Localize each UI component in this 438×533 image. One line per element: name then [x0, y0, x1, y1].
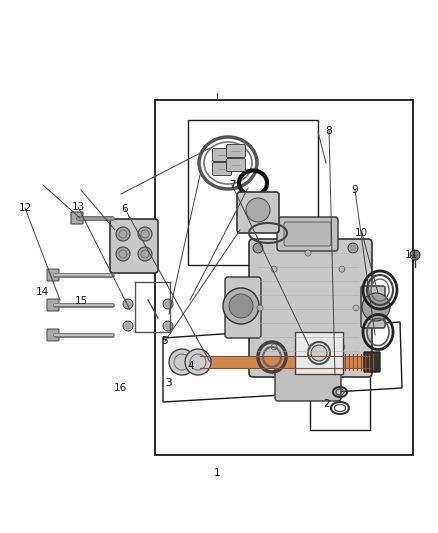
Text: 14: 14 — [36, 287, 49, 297]
Circle shape — [271, 266, 277, 272]
Text: 13: 13 — [71, 202, 85, 212]
FancyBboxPatch shape — [47, 329, 59, 341]
Text: 7: 7 — [229, 181, 236, 190]
Text: 4: 4 — [187, 361, 194, 371]
FancyBboxPatch shape — [110, 219, 158, 273]
Bar — [197, 355, 203, 369]
FancyBboxPatch shape — [47, 269, 59, 281]
Text: 16: 16 — [114, 383, 127, 393]
Circle shape — [348, 358, 358, 368]
Circle shape — [138, 227, 152, 241]
Text: 15: 15 — [74, 296, 88, 306]
Bar — [200, 356, 370, 368]
Circle shape — [271, 344, 277, 350]
Circle shape — [362, 293, 390, 321]
Bar — [295, 332, 343, 374]
Circle shape — [163, 321, 173, 331]
Circle shape — [185, 349, 211, 375]
Text: 3: 3 — [165, 378, 172, 387]
FancyBboxPatch shape — [237, 192, 279, 233]
Circle shape — [246, 198, 270, 222]
Circle shape — [305, 250, 311, 256]
FancyBboxPatch shape — [249, 239, 372, 377]
FancyBboxPatch shape — [275, 365, 341, 401]
Circle shape — [138, 247, 152, 261]
Text: 9: 9 — [351, 185, 358, 195]
Text: 8: 8 — [325, 126, 332, 135]
FancyBboxPatch shape — [277, 217, 338, 251]
FancyBboxPatch shape — [212, 163, 232, 175]
Circle shape — [169, 349, 195, 375]
FancyBboxPatch shape — [226, 144, 246, 157]
Text: 12: 12 — [19, 203, 32, 213]
Circle shape — [339, 266, 345, 272]
Circle shape — [410, 250, 420, 260]
FancyBboxPatch shape — [47, 299, 59, 311]
Text: 1: 1 — [213, 469, 220, 478]
Circle shape — [253, 243, 263, 253]
Bar — [310, 370, 370, 430]
Circle shape — [223, 288, 259, 324]
FancyBboxPatch shape — [226, 158, 246, 172]
Circle shape — [305, 360, 311, 366]
Circle shape — [116, 227, 130, 241]
FancyBboxPatch shape — [71, 212, 83, 224]
Circle shape — [123, 321, 133, 331]
Circle shape — [163, 299, 173, 309]
FancyBboxPatch shape — [284, 222, 331, 246]
Circle shape — [123, 299, 133, 309]
Circle shape — [253, 358, 263, 368]
FancyBboxPatch shape — [225, 277, 261, 338]
Text: 11: 11 — [405, 250, 418, 260]
Circle shape — [229, 294, 253, 318]
FancyBboxPatch shape — [212, 149, 232, 161]
Text: 10: 10 — [355, 229, 368, 238]
Circle shape — [348, 243, 358, 253]
Circle shape — [116, 247, 130, 261]
FancyBboxPatch shape — [364, 352, 380, 372]
Circle shape — [257, 305, 263, 311]
Circle shape — [311, 345, 327, 361]
Bar — [188, 120, 318, 265]
Circle shape — [339, 344, 345, 350]
Text: 5: 5 — [161, 336, 168, 346]
Text: 6: 6 — [121, 204, 128, 214]
Circle shape — [353, 305, 359, 311]
FancyBboxPatch shape — [361, 286, 385, 328]
Bar — [155, 100, 413, 455]
Text: 2: 2 — [323, 399, 330, 409]
